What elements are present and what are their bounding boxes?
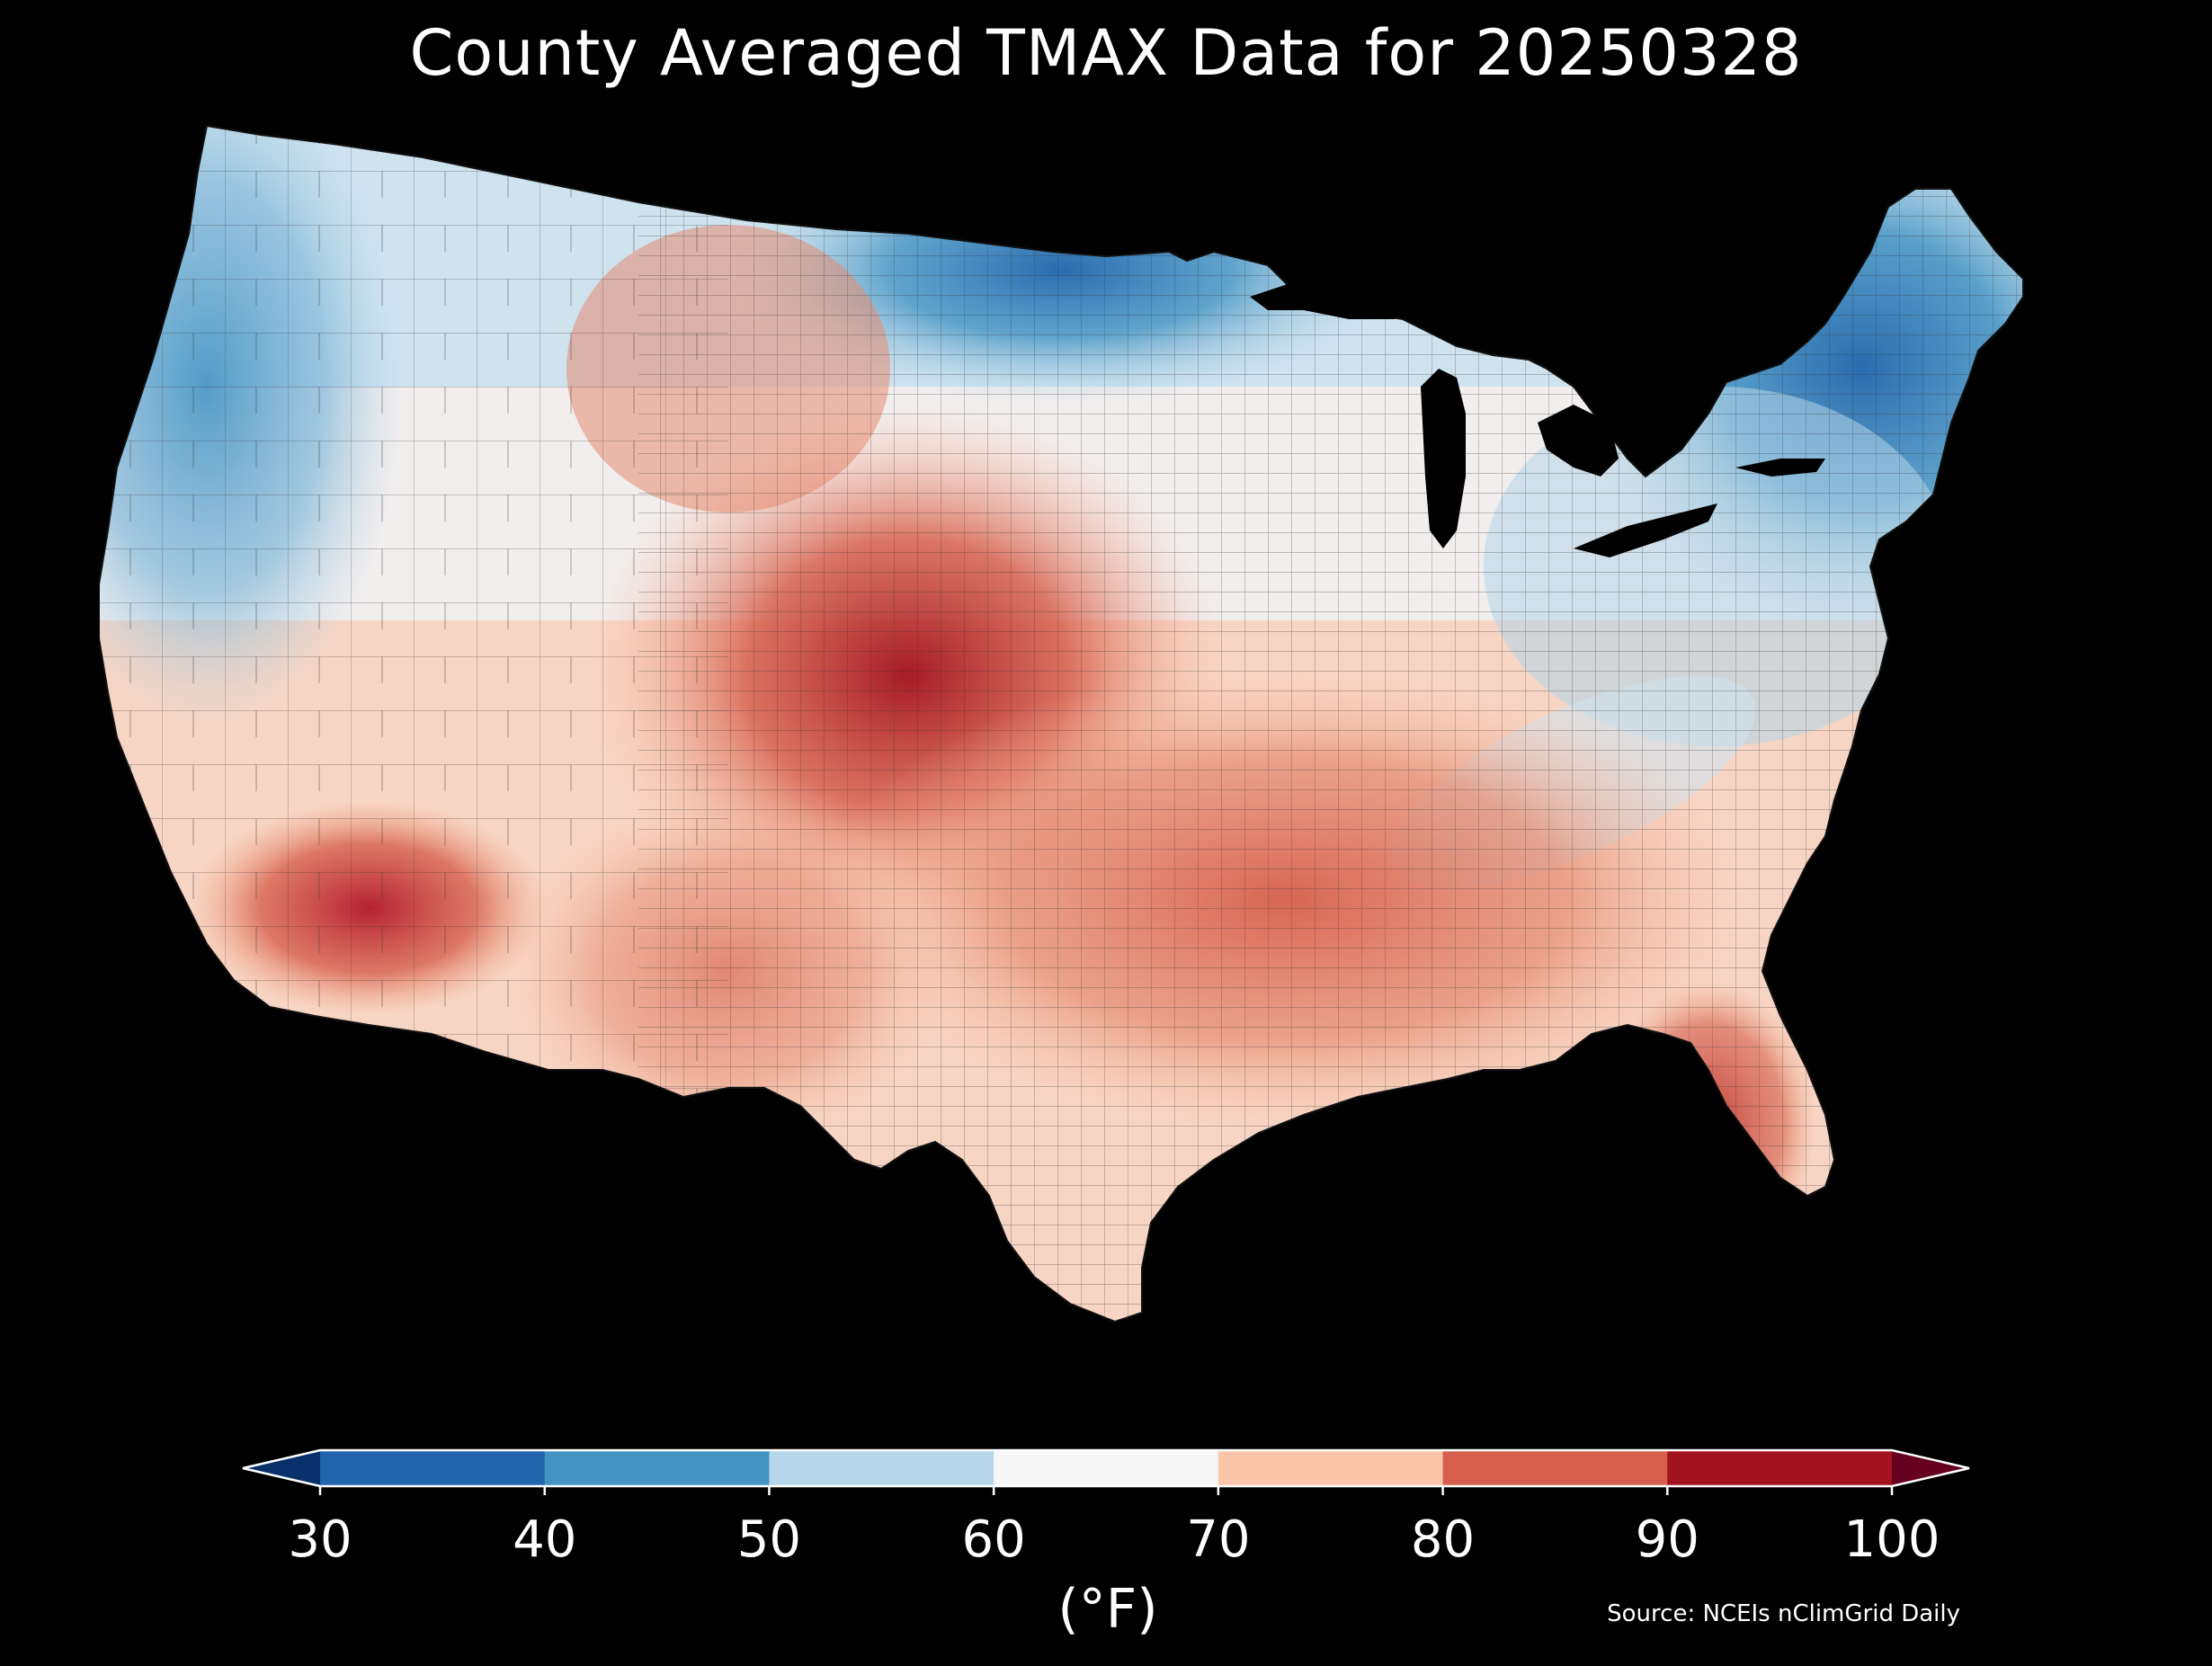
map-area bbox=[99, 117, 2113, 1403]
lake-superior bbox=[1250, 279, 1430, 319]
colorbar-bin bbox=[769, 1450, 995, 1486]
colorbar-bin bbox=[994, 1450, 1219, 1486]
colorbar-extend-high bbox=[1892, 1450, 1969, 1486]
colorbar-bin bbox=[1217, 1450, 1444, 1486]
colorbar-tick-label: 80 bbox=[1410, 1510, 1476, 1569]
colorbar-bin bbox=[544, 1450, 770, 1486]
lake-michigan bbox=[1421, 369, 1466, 548]
colorbar-bins bbox=[242, 1448, 1970, 1495]
colorbar-extend-low bbox=[243, 1450, 320, 1486]
colorbar-units-label: (°F) bbox=[1057, 1578, 1158, 1641]
colorbar-bin bbox=[1442, 1450, 1668, 1486]
colorbar-tick-label: 60 bbox=[961, 1510, 1026, 1569]
colorbar-tick-label: 40 bbox=[513, 1510, 577, 1569]
colorbar-bin bbox=[1667, 1450, 1893, 1486]
lake-huron bbox=[1538, 405, 1619, 477]
colorbar-tick-label: 100 bbox=[1843, 1510, 1940, 1569]
colorbar-tick-label: 30 bbox=[288, 1510, 352, 1569]
colorbar-tick-label: 50 bbox=[736, 1510, 802, 1569]
colorbar-bin bbox=[320, 1450, 546, 1486]
lake-ontario bbox=[1735, 459, 1825, 477]
lake-erie bbox=[1574, 503, 1717, 557]
map-title: County Averaged TMAX Data for 20250328 bbox=[409, 16, 1803, 90]
colorbar bbox=[242, 1448, 1970, 1495]
us-outline bbox=[99, 124, 2024, 1323]
colorbar-tick-label: 90 bbox=[1635, 1510, 1699, 1569]
source-credit: Source: NCEIs nClimGrid Daily bbox=[1607, 1600, 1960, 1627]
choropleth-fill bbox=[99, 126, 2023, 1322]
colorbar-tick-label: 70 bbox=[1186, 1510, 1251, 1569]
great-lakes bbox=[1250, 279, 1825, 557]
us-county-map bbox=[99, 124, 2024, 1323]
